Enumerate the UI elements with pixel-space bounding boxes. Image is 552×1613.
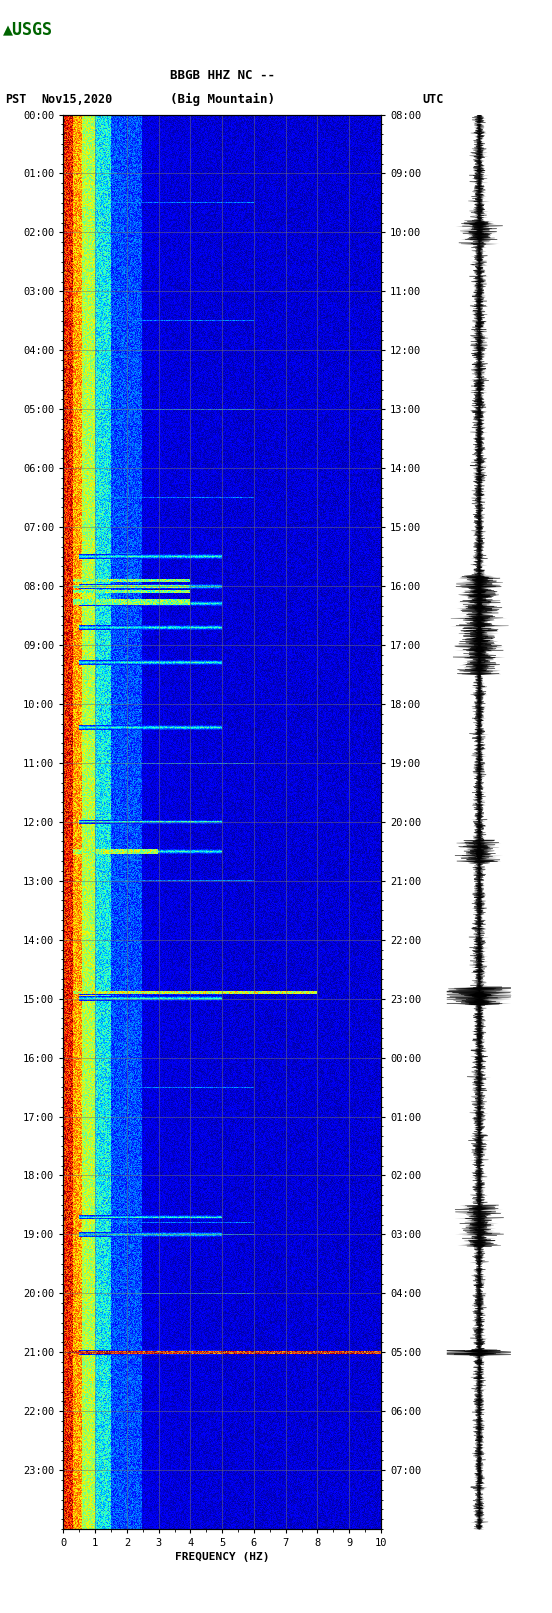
Text: Nov15,2020: Nov15,2020	[41, 94, 113, 106]
X-axis label: FREQUENCY (HZ): FREQUENCY (HZ)	[175, 1552, 269, 1563]
Text: UTC: UTC	[422, 94, 444, 106]
Text: (Big Mountain): (Big Mountain)	[169, 94, 275, 106]
Text: PST: PST	[6, 94, 27, 106]
Text: BBGB HHZ NC --: BBGB HHZ NC --	[169, 69, 275, 82]
Text: ▲USGS: ▲USGS	[3, 21, 53, 39]
